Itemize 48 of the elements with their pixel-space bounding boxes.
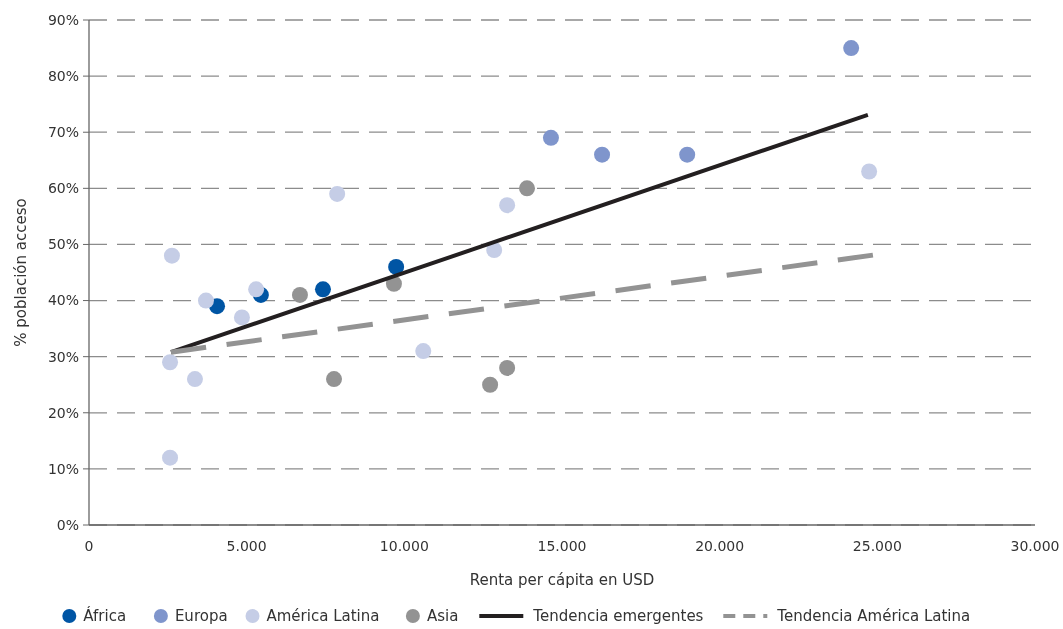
point [388, 258, 405, 275]
point [499, 197, 516, 214]
point [482, 376, 499, 393]
point [542, 129, 559, 146]
point [163, 247, 180, 264]
point [415, 343, 432, 360]
y-axis-title: % población acceso [12, 198, 30, 347]
point [248, 281, 265, 298]
x-tick-label: 10.000 [379, 538, 429, 554]
point [519, 180, 535, 197]
legend-label: Europa [174, 607, 228, 625]
y-tick-label: 70% [47, 124, 79, 141]
legend-label: África [83, 606, 127, 625]
point [233, 309, 250, 326]
y-tick-label: 30% [47, 348, 79, 365]
x-tick-label: 15.000 [537, 538, 587, 554]
point [486, 242, 503, 259]
point [162, 449, 179, 466]
legend-label: Asia [426, 607, 459, 625]
point [197, 292, 214, 309]
x-tick-label: 30.000 [1010, 538, 1060, 554]
legend-label: Tendencia América Latina [776, 607, 971, 625]
point [162, 354, 179, 371]
y-tick-label: 50% [47, 236, 79, 253]
x-tick-label: 25.000 [852, 538, 902, 554]
point [329, 185, 346, 202]
point [326, 371, 343, 388]
y-tick-label: 40% [47, 292, 79, 309]
point [594, 146, 611, 163]
y-tick-label: 20% [47, 404, 79, 421]
x-tick-label: 5.000 [226, 538, 267, 554]
y-tick-label: 60% [47, 180, 79, 197]
y-tick-label: 80% [47, 68, 79, 85]
point [843, 40, 860, 57]
point [314, 281, 331, 298]
point [861, 163, 878, 180]
legend-label: Tendencia emergentes [532, 607, 704, 625]
legend-label: América Latina [266, 607, 380, 625]
y-tick-label: 90% [47, 11, 79, 28]
x-axis-title: Renta per cápita en USD [469, 571, 655, 589]
y-tick-label: 10% [47, 460, 79, 477]
point [291, 286, 308, 303]
x-tick-label: 20.000 [695, 538, 745, 554]
point [499, 359, 516, 376]
point [679, 146, 696, 163]
x-tick-label: 0 [84, 538, 94, 554]
y-tick-label: 0% [56, 516, 79, 533]
point [186, 371, 203, 388]
